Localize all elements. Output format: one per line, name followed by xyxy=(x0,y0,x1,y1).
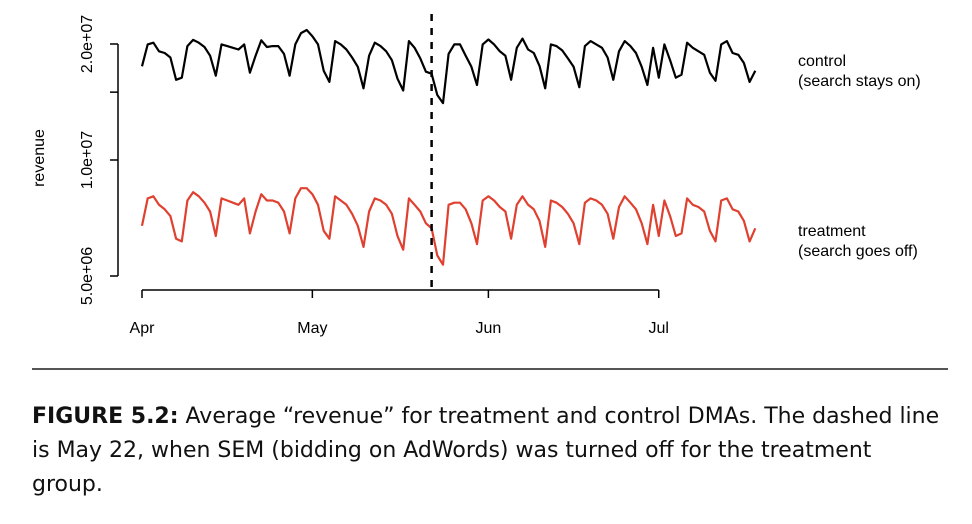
caption-divider xyxy=(32,368,948,370)
series-label-treatment: (search goes off) xyxy=(798,243,918,260)
y-axis-label: revenue xyxy=(31,129,48,187)
x-axis: Apr May Jun Jul xyxy=(130,289,669,337)
y-axis: 5.0e+06 1.0e+07 2.0e+07 xyxy=(79,15,119,305)
series-label-control: (search stays on) xyxy=(798,73,921,90)
y-tick-label: 2.0e+07 xyxy=(79,15,96,73)
legend-layer: control (search stays on) treatment (search… xyxy=(798,53,921,260)
y-tick-label: 5.0e+06 xyxy=(79,247,96,305)
series-layer xyxy=(140,28,757,266)
x-tick-label: May xyxy=(297,320,327,337)
series-label-control: control xyxy=(798,53,846,70)
series-label-treatment: treatment xyxy=(798,223,866,240)
revenue-chart: 5.0e+06 1.0e+07 2.0e+07 Apr May Jun Jul reven… xyxy=(31,14,921,337)
y-tick-label: 1.0e+07 xyxy=(79,131,96,189)
x-tick-label: Jun xyxy=(475,320,501,337)
series-line-treatment xyxy=(140,187,757,266)
x-tick-label: Jul xyxy=(649,320,669,337)
figure-caption-text: Average “revenue” for treatment and cont… xyxy=(32,404,940,497)
series-line-control xyxy=(140,28,757,105)
figure-label: FIGURE 5.2: xyxy=(32,404,179,429)
x-tick-label: Apr xyxy=(130,320,156,337)
figure-caption: FIGURE 5.2: Average “revenue” for treatm… xyxy=(32,400,942,502)
